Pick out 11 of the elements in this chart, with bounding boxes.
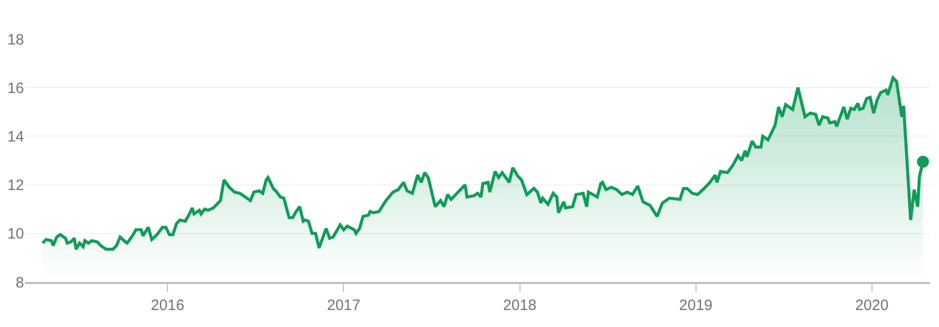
x-tick-label: 2020 xyxy=(855,297,889,314)
y-tick-label: 18 xyxy=(7,31,24,48)
y-tick-label: 8 xyxy=(16,274,24,292)
y-tick-label: 10 xyxy=(7,226,24,243)
x-tick-label: 2017 xyxy=(327,297,360,314)
x-tick-label: 2016 xyxy=(150,297,184,314)
y-tick-label: 14 xyxy=(7,128,24,146)
y-tick-label: 16 xyxy=(7,80,24,97)
y-tick-label: 12 xyxy=(7,177,24,194)
x-tick-label: 2019 xyxy=(679,297,713,314)
x-tick-label: 2018 xyxy=(503,297,536,314)
